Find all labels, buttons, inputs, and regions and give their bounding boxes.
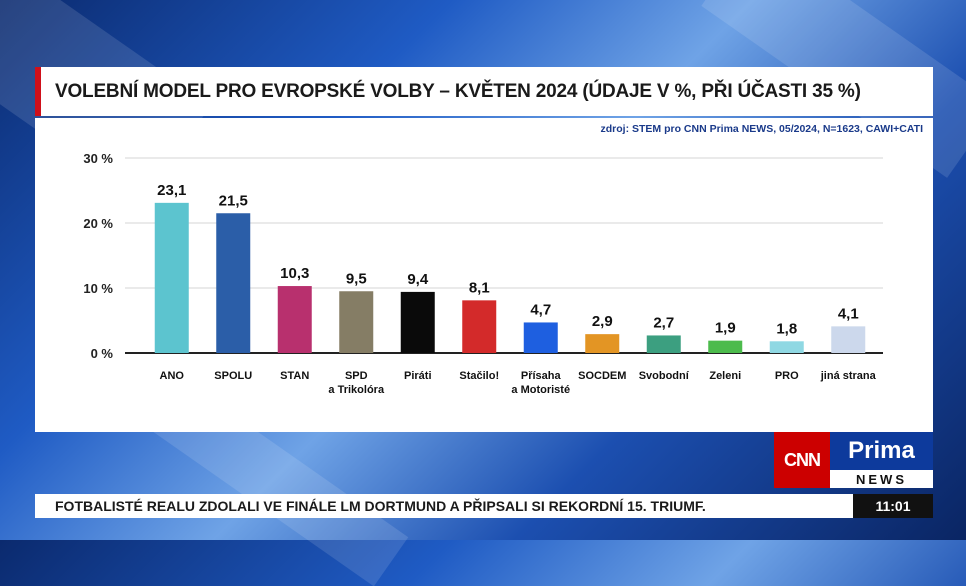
category-label: jiná strana [820, 370, 877, 382]
news-label: NEWS [830, 470, 933, 488]
bar [339, 291, 374, 353]
value-label: 23,1 [157, 182, 186, 199]
bar [523, 322, 558, 353]
bar [216, 213, 251, 353]
chart-title: VOLEBNÍ MODEL PRO EVROPSKÉ VOLBY – KVĚTE… [55, 80, 861, 102]
y-tick-label: 30 % [83, 151, 113, 166]
value-label: 2,9 [592, 313, 613, 330]
news-ticker: FOTBALISTÉ REALU ZDOLALI VE FINÁLE LM DO… [35, 494, 933, 518]
y-tick-label: 20 % [83, 216, 113, 231]
bar [585, 334, 620, 353]
value-label: 9,5 [346, 270, 367, 287]
value-label: 4,7 [530, 301, 551, 318]
bar [708, 340, 743, 353]
category-label: Zeleni [709, 370, 741, 382]
category-label: Svobodní [639, 370, 690, 382]
source-note: zdroj: STEM pro CNN Prima NEWS, 05/2024,… [600, 123, 923, 135]
bar [400, 291, 435, 353]
category-label: ANO [160, 370, 185, 382]
clock: 11:01 [853, 494, 933, 518]
prima-logo: Prima NEWS [830, 432, 933, 488]
y-tick-label: 10 % [83, 281, 113, 296]
category-label: STAN [280, 370, 309, 382]
value-label: 4,1 [838, 305, 859, 322]
category-label: PRO [775, 370, 799, 382]
chart-panel: zdroj: STEM pro CNN Prima NEWS, 05/2024,… [35, 118, 933, 432]
category-label: Piráti [404, 370, 432, 382]
bar [769, 341, 804, 353]
value-label: 21,5 [219, 192, 248, 209]
y-tick-label: 0 % [91, 346, 114, 361]
bar [462, 300, 497, 353]
ticker-headline: FOTBALISTÉ REALU ZDOLALI VE FINÁLE LM DO… [55, 498, 706, 514]
category-label: SPD a Trikolóra [328, 370, 385, 396]
value-label: 2,7 [653, 314, 674, 331]
value-label: 8,1 [469, 279, 490, 296]
category-label: Stačilo! [459, 370, 499, 382]
category-label: SPOLU [214, 370, 252, 382]
bar [646, 335, 681, 353]
bar [277, 286, 312, 353]
title-bar: VOLEBNÍ MODEL PRO EVROPSKÉ VOLBY – KVĚTE… [35, 67, 933, 116]
bar [154, 202, 189, 353]
bar [831, 326, 866, 353]
prima-label: Prima [848, 437, 915, 464]
value-label: 10,3 [280, 265, 309, 282]
channel-logo: CNN Prima NEWS [774, 432, 933, 488]
category-label: SOCDEM [578, 370, 626, 382]
bar-chart: 0 % 10 % 20 % 30 % 23,1 ANO 21,5 SPOLU 10,3 STAN 9… [83, 151, 883, 396]
category-label: Přísaha a Motoristé [511, 370, 570, 396]
value-label: 1,8 [776, 320, 797, 337]
value-label: 9,4 [407, 271, 429, 288]
value-label: 1,9 [715, 320, 736, 337]
cnn-logo: CNN [774, 432, 830, 488]
